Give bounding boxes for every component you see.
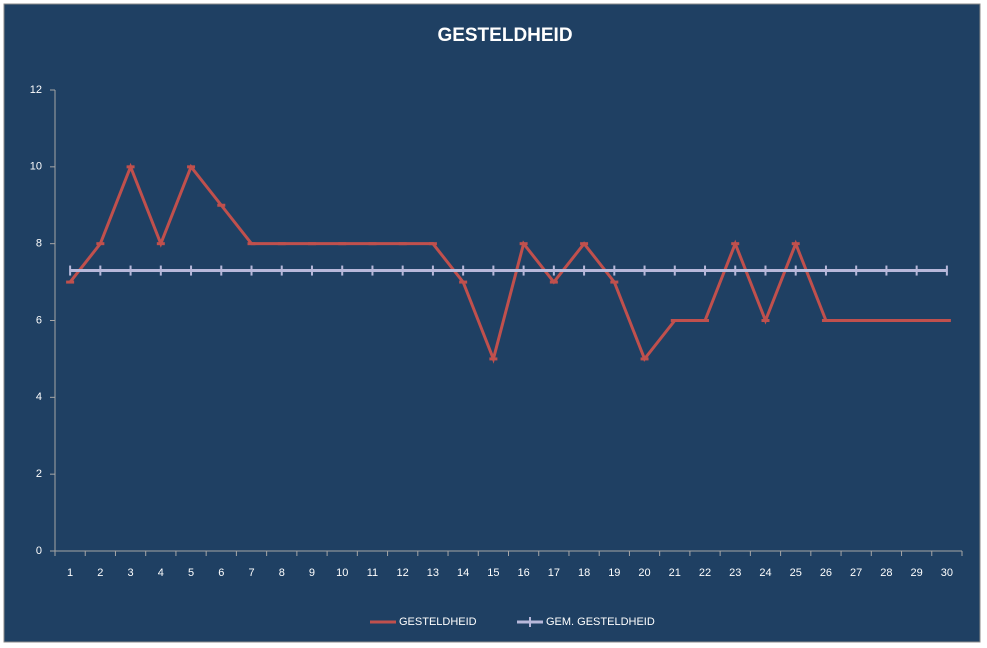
x-tick-label: 16 — [517, 567, 529, 579]
x-tick-label: 5 — [188, 567, 194, 579]
chart-title: GESTELDHEID — [437, 25, 572, 46]
legend-label: GESTELDHEID — [399, 616, 477, 628]
x-tick-label: 11 — [367, 567, 378, 579]
x-tick-label: 8 — [279, 567, 285, 579]
x-tick-label: 9 — [309, 567, 315, 579]
x-tick-label: 22 — [699, 567, 711, 579]
y-tick-label: 12 — [30, 84, 42, 96]
y-tick-label: 10 — [30, 161, 42, 173]
x-tick-label: 30 — [941, 567, 953, 579]
x-tick-label: 28 — [880, 567, 892, 579]
x-tick-label: 10 — [336, 567, 348, 579]
y-tick-label: 8 — [36, 238, 42, 250]
y-tick-label: 0 — [36, 545, 42, 557]
chart-background — [3, 3, 981, 643]
x-tick-label: 21 — [669, 567, 681, 579]
y-tick-label: 6 — [36, 314, 42, 326]
x-tick-label: 13 — [427, 567, 439, 579]
x-tick-label: 29 — [911, 567, 923, 579]
x-tick-label: 26 — [820, 567, 832, 579]
x-tick-label: 7 — [248, 567, 254, 579]
x-tick-label: 19 — [608, 567, 620, 579]
x-tick-label: 6 — [218, 567, 224, 579]
x-tick-label: 27 — [850, 567, 862, 579]
x-tick-label: 15 — [487, 567, 499, 579]
x-tick-label: 24 — [759, 567, 771, 579]
x-tick-label: 1 — [67, 567, 73, 579]
legend-label: GEM. GESTELDHEID — [546, 616, 655, 628]
x-tick-label: 12 — [397, 567, 409, 579]
y-tick-label: 2 — [36, 468, 42, 480]
x-tick-label: 23 — [729, 567, 741, 579]
x-tick-label: 18 — [578, 567, 590, 579]
x-tick-label: 17 — [548, 567, 560, 579]
x-tick-label: 25 — [790, 567, 802, 579]
x-tick-label: 2 — [97, 567, 103, 579]
series-line — [68, 162, 947, 364]
x-tick-label: 3 — [128, 567, 134, 579]
x-tick-label: 20 — [638, 567, 650, 579]
y-tick-label: 4 — [36, 391, 42, 403]
x-tick-label: 4 — [158, 567, 164, 579]
x-tick-label: 14 — [457, 567, 469, 579]
